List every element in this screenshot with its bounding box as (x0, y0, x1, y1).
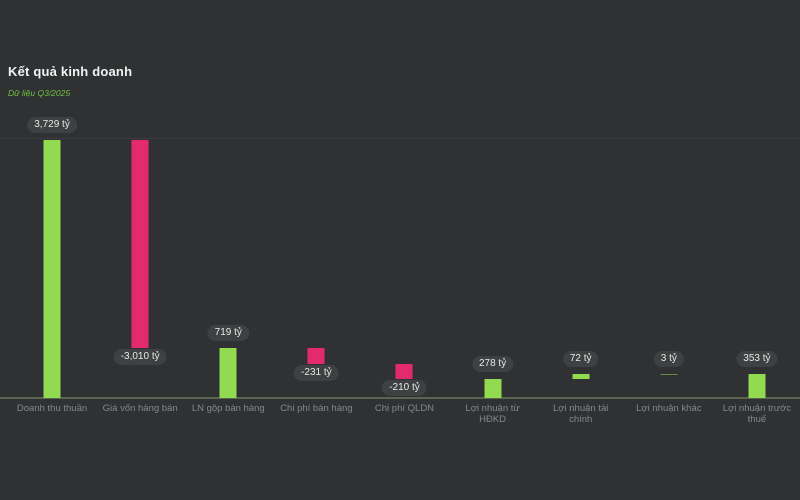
waterfall-column: -210 tỷ Chi phí QLDN (360, 0, 448, 500)
waterfall-column: -3,010 tỷ Giá vốn hàng bán (96, 0, 184, 500)
value-pill: 72 tỷ (562, 350, 599, 367)
positive-bar (484, 378, 502, 398)
top-gridline (0, 138, 800, 139)
category-label: Chi phí QLDN (374, 403, 435, 414)
bar-columns: 3,729 tỷ Doanh thu thuần -3,010 tỷ Giá vốn … (8, 0, 800, 500)
category-label: LN gộp bán hàng (191, 403, 265, 414)
value-pill: -210 tỷ (382, 379, 427, 396)
value-pill: -231 tỷ (294, 365, 339, 382)
waterfall-column: 719 tỷ LN gộp bán hàng (184, 0, 272, 500)
category-label: Lợi nhuận khác (636, 403, 702, 414)
category-label: Giá vốn hàng bán (102, 403, 178, 414)
positive-bar (572, 373, 590, 379)
chart-subtitle: Dữ liệu Q3/2025 (8, 88, 71, 98)
value-pill: -3,010 tỷ (113, 349, 167, 366)
waterfall-column: 278 tỷ Lợi nhuận từ HĐKD (449, 0, 537, 500)
negative-bar (131, 140, 149, 349)
value-pill: 3,729 tỷ (27, 117, 77, 133)
chart-header: Kết quả kinh doanh Dữ liệu Q3/2025 (8, 64, 132, 98)
positive-bar (660, 373, 678, 376)
positive-bar (43, 140, 61, 398)
negative-bar (395, 364, 413, 379)
positive-bar (219, 348, 237, 398)
waterfall-column: -231 tỷ Chi phí bán hàng (272, 0, 360, 500)
waterfall-column: 3,729 tỷ Doanh thu thuần (8, 0, 96, 500)
value-pill: 3 tỷ (653, 350, 684, 367)
value-pill: 353 tỷ (736, 350, 778, 367)
chart-title: Kết quả kinh doanh (8, 64, 133, 79)
value-pill: 278 tỷ (471, 355, 514, 372)
waterfall-column: 3 tỷ Lợi nhuận khác (625, 0, 713, 500)
negative-bar (307, 348, 325, 365)
category-label: Lợi nhuận tài chính (553, 403, 609, 425)
category-label: Lợi nhuận trước thuế (722, 403, 792, 425)
category-label: Chi phí bán hàng (280, 403, 353, 414)
category-label: Lợi nhuận từ HĐKD (465, 403, 520, 425)
value-pill: 719 tỷ (207, 325, 249, 342)
waterfall-column: 72 tỷ Lợi nhuận tài chính (537, 0, 625, 500)
x-axis-line (0, 397, 800, 399)
category-label: Doanh thu thuần (16, 403, 88, 414)
waterfall-column: 353 tỷ Lợi nhuận trước thuế (713, 0, 800, 500)
positive-bar (748, 373, 766, 398)
